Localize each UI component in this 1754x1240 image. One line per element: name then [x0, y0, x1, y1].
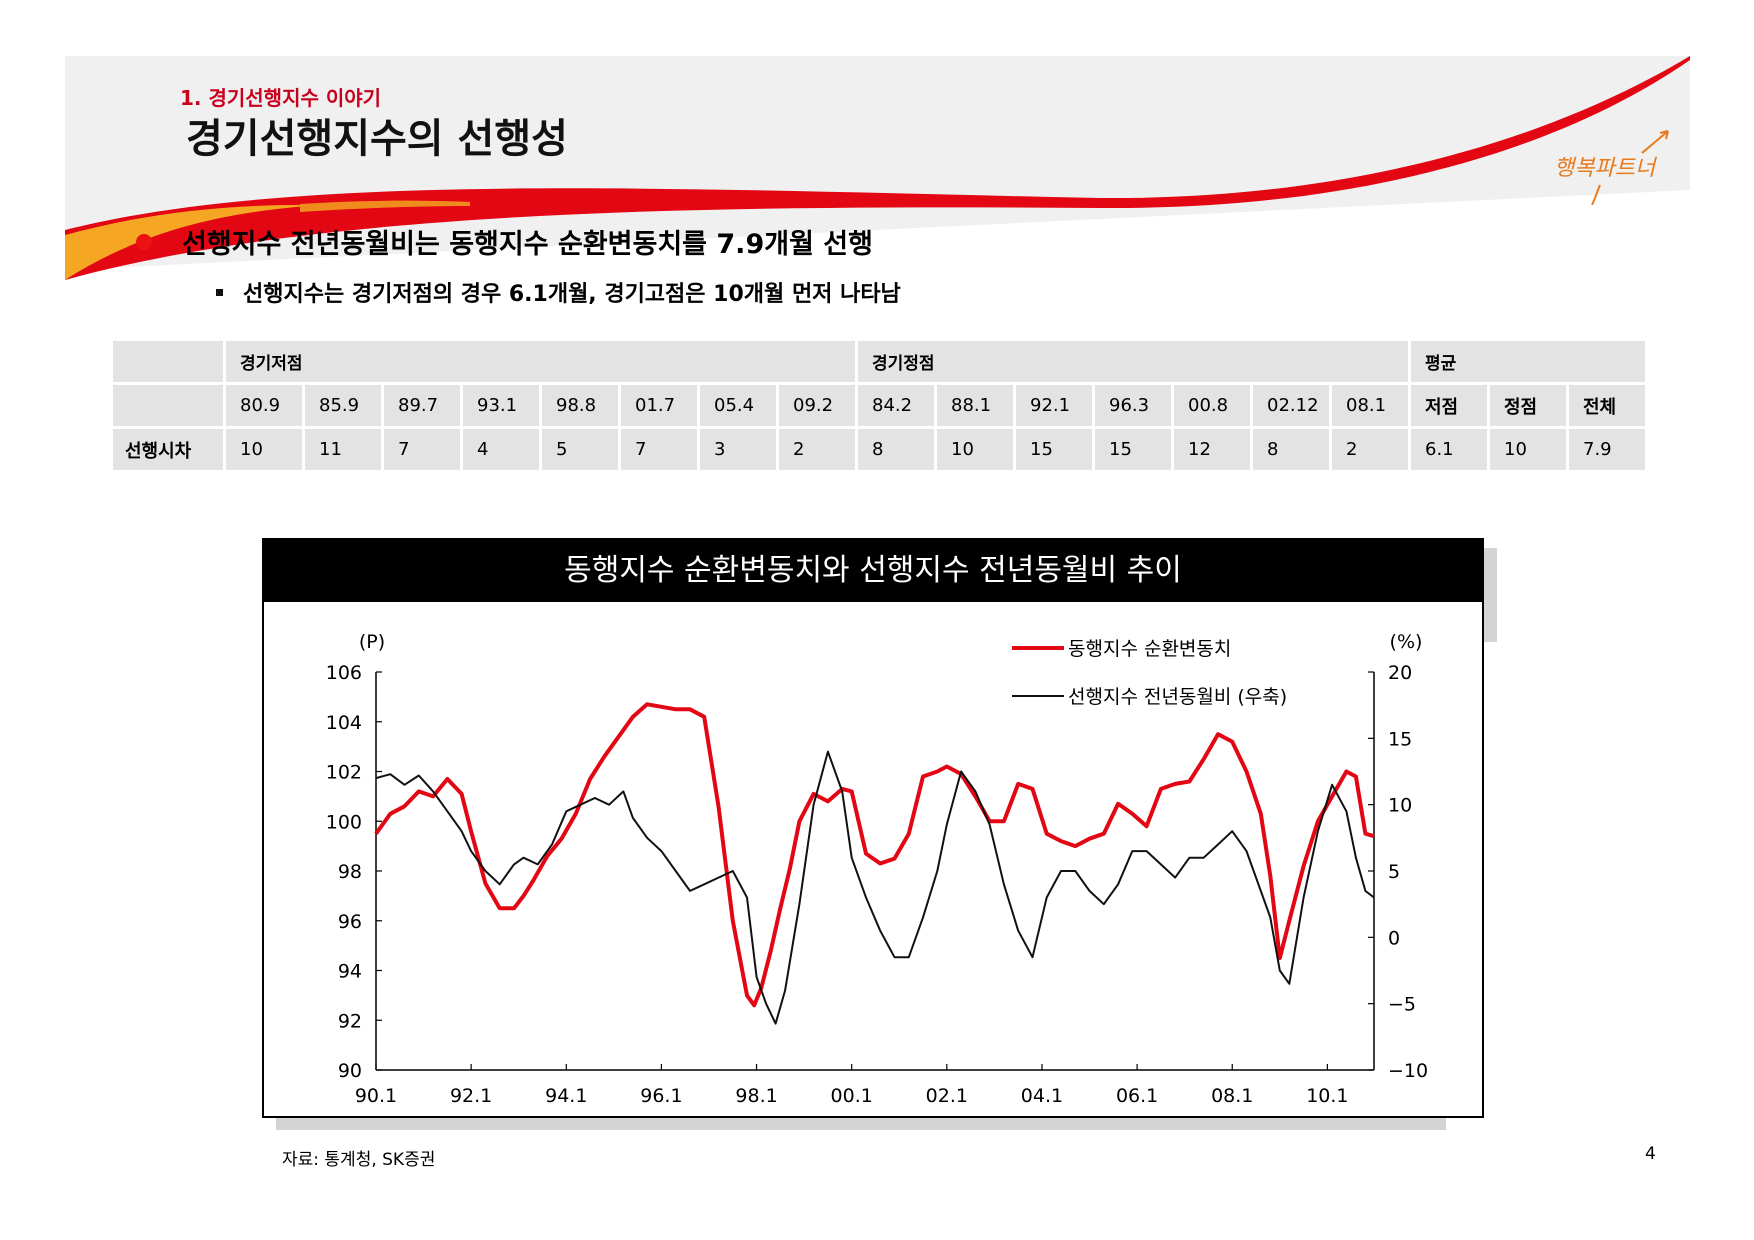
x-tick-label: 94.1 — [545, 1085, 587, 1107]
left-y-tick-label: 102 — [326, 762, 362, 784]
line-chart: 106 104 102 100 98 96 94 92 90 20 15 10 5 0 −5 −10 90.1 9… — [326, 631, 1428, 1107]
trough-value-cell: 7 — [621, 429, 697, 470]
trough-value-cell: 7 — [384, 429, 460, 470]
trough-date-cell: 05.4 — [700, 385, 776, 426]
x-tick-label: 04.1 — [1021, 1085, 1063, 1107]
x-tick-label: 00.1 — [831, 1085, 873, 1107]
left-y-tick-label: 94 — [338, 961, 362, 983]
right-y-tick-label: −10 — [1388, 1060, 1428, 1082]
page-number: 4 — [1645, 1144, 1656, 1164]
peak-date-cell: 02.12 — [1253, 385, 1329, 426]
avg-value-cell: 10 — [1490, 429, 1566, 470]
trough-date-cell: 89.7 — [384, 385, 460, 426]
square-bullet-icon — [216, 289, 223, 296]
peak-value-cell: 2 — [1332, 429, 1408, 470]
main-bullet-text: 선행지수 전년동월비는 동행지수 순환변동치를 7.9개월 선행 — [182, 229, 873, 260]
peak-value-cell: 15 — [1095, 429, 1171, 470]
peak-value-cell: 8 — [1253, 429, 1329, 470]
avg-label-cell: 저점 — [1411, 385, 1487, 426]
x-tick-label: 92.1 — [450, 1085, 492, 1107]
red-dot-icon — [136, 234, 152, 250]
sub-bullet: 선행지수는 경기저점의 경우 6.1개월, 경기고점은 10개월 먼저 나타남 — [216, 276, 901, 308]
chart-panel: 동행지수 순환변동치와 선행지수 전년동월비 추이 106 104 102 100 98… — [262, 538, 1484, 1118]
x-tick-label: 98.1 — [735, 1085, 777, 1107]
x-tick-label: 02.1 — [926, 1085, 968, 1107]
group-trough-header: 경기저점 — [226, 341, 855, 382]
x-tick-label: 08.1 — [1211, 1085, 1253, 1107]
avg-value-cell: 7.9 — [1569, 429, 1645, 470]
company-logo: 행복파트너 — [1554, 130, 1669, 205]
peak-value-cell: 10 — [937, 429, 1013, 470]
trough-value-cell: 4 — [463, 429, 539, 470]
avg-label-cell: 정점 — [1490, 385, 1566, 426]
peak-value-cell: 8 — [858, 429, 934, 470]
left-y-tick-label: 98 — [338, 861, 362, 883]
left-y-tick-label: 90 — [338, 1060, 362, 1082]
left-axis-unit: (P) — [359, 631, 385, 653]
peak-value-cell: 12 — [1174, 429, 1250, 470]
trough-date-cell: 85.9 — [305, 385, 381, 426]
peak-date-cell: 84.2 — [858, 385, 934, 426]
trough-value-cell: 5 — [542, 429, 618, 470]
trough-date-cell: 98.8 — [542, 385, 618, 426]
trough-value-cell: 10 — [226, 429, 302, 470]
x-tick-label: 90.1 — [355, 1085, 397, 1107]
trough-value-cell: 2 — [779, 429, 855, 470]
peak-date-cell: 08.1 — [1332, 385, 1408, 426]
trough-date-cell: 80.9 — [226, 385, 302, 426]
trough-date-cell: 09.2 — [779, 385, 855, 426]
legend-label: 선행지수 전년동월비 (우축) — [1068, 686, 1287, 708]
right-y-tick-label: 5 — [1388, 861, 1400, 883]
main-bullet: 선행지수 전년동월비는 동행지수 순환변동치를 7.9개월 선행 — [136, 222, 873, 261]
chart-title: 동행지수 순환변동치와 선행지수 전년동월비 추이 — [264, 540, 1482, 602]
left-y-tick-label: 92 — [338, 1010, 362, 1032]
peak-date-cell: 96.3 — [1095, 385, 1171, 426]
x-tick-label: 96.1 — [640, 1085, 682, 1107]
row-label-lead-time: 선행시차 — [113, 429, 223, 470]
chart-shadow-right — [1483, 548, 1497, 642]
group-avg-header: 평균 — [1411, 341, 1645, 382]
legend-label: 동행지수 순환변동치 — [1068, 638, 1231, 660]
avg-label-cell: 전체 — [1569, 385, 1645, 426]
lead-time-table: 경기저점 경기정점 평균 80.9 85.9 89.7 93.1 98.8 01… — [110, 338, 1648, 473]
right-y-tick-label: −5 — [1388, 994, 1416, 1016]
sub-bullet-text: 선행지수는 경기저점의 경우 6.1개월, 경기고점은 10개월 먼저 나타남 — [243, 282, 901, 307]
right-y-tick-label: 10 — [1388, 795, 1412, 817]
chart-shadow-bottom — [276, 1116, 1446, 1130]
left-y-tick-label: 106 — [326, 662, 362, 684]
source-note: 자료: 통계청, SK증권 — [282, 1150, 436, 1170]
table-date-row: 80.9 85.9 89.7 93.1 98.8 01.7 05.4 09.2 … — [113, 385, 1645, 426]
right-y-tick-label: 0 — [1388, 927, 1400, 949]
right-y-tick-label: 20 — [1388, 662, 1412, 684]
trough-date-cell: 93.1 — [463, 385, 539, 426]
table-group-row: 경기저점 경기정점 평균 — [113, 341, 1645, 382]
x-tick-label: 06.1 — [1116, 1085, 1158, 1107]
section-label: 1. 경기선행지수 이야기 — [180, 86, 382, 110]
right-y-tick-label: 15 — [1388, 728, 1412, 750]
trough-date-cell: 01.7 — [621, 385, 697, 426]
left-y-tick-label: 100 — [326, 811, 362, 833]
left-y-tick-label: 96 — [338, 911, 362, 933]
left-y-tick-label: 104 — [326, 712, 362, 734]
series-line-leading — [375, 750, 1375, 1025]
table-corner-cell — [113, 341, 223, 382]
peak-date-cell: 92.1 — [1016, 385, 1092, 426]
group-peak-header: 경기정점 — [858, 341, 1408, 382]
header-banner — [65, 56, 1690, 280]
peak-date-cell: 00.8 — [1174, 385, 1250, 426]
series-line-coincident — [374, 702, 1375, 1008]
trough-value-cell: 11 — [305, 429, 381, 470]
x-tick-label: 10.1 — [1306, 1085, 1348, 1107]
right-axis-unit: (%) — [1390, 631, 1423, 653]
table-value-row: 선행시차 10 11 7 4 5 7 3 2 8 10 15 15 12 8 2… — [113, 429, 1645, 470]
trough-value-cell: 3 — [700, 429, 776, 470]
avg-value-cell: 6.1 — [1411, 429, 1487, 470]
peak-date-cell: 88.1 — [937, 385, 1013, 426]
page-title: 경기선행지수의 선행성 — [186, 116, 568, 162]
table-date-row-label — [113, 385, 223, 426]
logo-text: 행복파트너 — [1554, 156, 1658, 181]
peak-value-cell: 15 — [1016, 429, 1092, 470]
